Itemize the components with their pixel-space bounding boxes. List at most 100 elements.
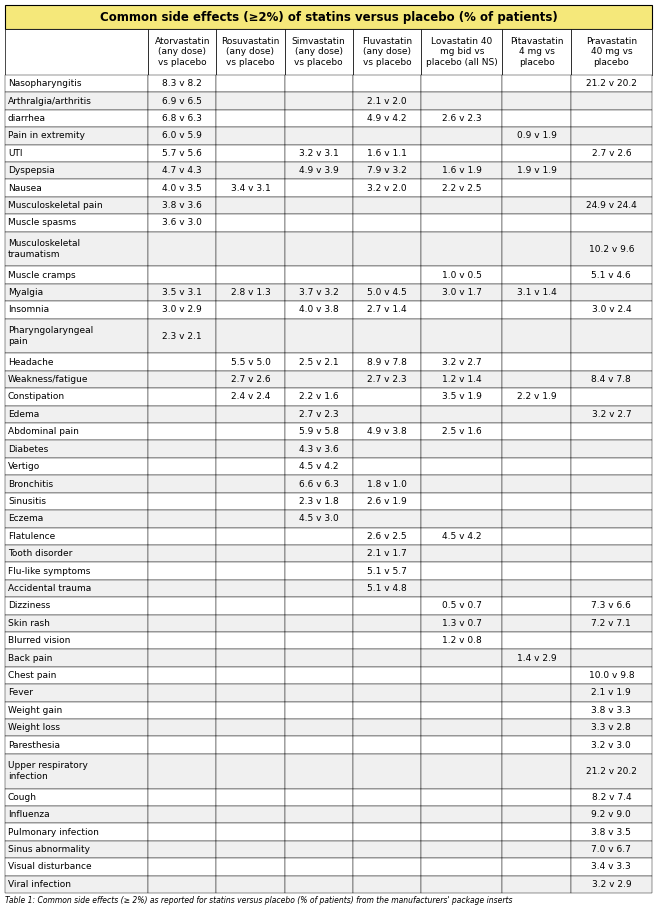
Bar (503, 214, 571, 231)
Bar (421, 824, 503, 841)
Bar (571, 197, 652, 214)
Text: 2.6 v 2.3: 2.6 v 2.3 (442, 114, 482, 123)
Bar (421, 562, 503, 579)
Text: 5.0 v 4.5: 5.0 v 4.5 (367, 288, 407, 297)
Text: 2.6 v 2.5: 2.6 v 2.5 (367, 532, 407, 541)
Bar (5, 632, 148, 649)
Text: Accidental trauma: Accidental trauma (8, 584, 91, 593)
Bar (5, 214, 148, 231)
Bar (571, 876, 652, 893)
Bar (421, 789, 503, 806)
Bar (421, 127, 503, 144)
Bar (148, 510, 216, 527)
Text: 4.9 v 4.2: 4.9 v 4.2 (367, 114, 407, 123)
Bar (284, 354, 353, 371)
Bar (571, 144, 652, 162)
Bar (216, 214, 284, 231)
Bar (503, 685, 571, 702)
Text: 4.9 v 3.9: 4.9 v 3.9 (299, 166, 338, 175)
Bar (5, 231, 148, 267)
Text: 3.2 v 2.7: 3.2 v 2.7 (591, 409, 631, 419)
Text: 6.0 v 5.9: 6.0 v 5.9 (162, 132, 202, 141)
Bar (503, 92, 571, 110)
Bar (503, 876, 571, 893)
Text: 3.3 v 2.8: 3.3 v 2.8 (591, 723, 631, 732)
Text: 2.1 v 1.7: 2.1 v 1.7 (367, 549, 407, 558)
Bar (5, 493, 148, 510)
Text: 10.0 v 9.8: 10.0 v 9.8 (589, 671, 634, 680)
Bar (216, 29, 284, 75)
Bar (353, 371, 421, 388)
Bar (5, 144, 148, 162)
Bar (353, 423, 421, 441)
Bar (503, 231, 571, 267)
Bar (216, 127, 284, 144)
Bar (503, 527, 571, 545)
Bar (284, 824, 353, 841)
Bar (503, 737, 571, 754)
Bar (284, 562, 353, 579)
Bar (148, 179, 216, 197)
Bar (421, 371, 503, 388)
Bar (421, 197, 503, 214)
Bar (421, 719, 503, 737)
Text: 1.6 v 1.9: 1.6 v 1.9 (442, 166, 482, 175)
Text: 2.8 v 1.3: 2.8 v 1.3 (231, 288, 270, 297)
Text: 2.7 v 2.6: 2.7 v 2.6 (231, 375, 270, 384)
Bar (148, 458, 216, 475)
Bar (216, 371, 284, 388)
Bar (148, 214, 216, 231)
Text: Diabetes: Diabetes (8, 445, 48, 453)
Text: 8.4 v 7.8: 8.4 v 7.8 (591, 375, 631, 384)
Text: 4.7 v 4.3: 4.7 v 4.3 (162, 166, 202, 175)
Bar (421, 614, 503, 632)
Text: 3.2 v 3.0: 3.2 v 3.0 (591, 740, 631, 749)
Bar (284, 441, 353, 458)
Bar (571, 179, 652, 197)
Bar (571, 302, 652, 319)
Bar (148, 144, 216, 162)
Bar (353, 267, 421, 284)
Bar (216, 179, 284, 197)
Bar (148, 841, 216, 858)
Bar (216, 632, 284, 649)
Bar (571, 702, 652, 719)
Text: 3.4 v 3.3: 3.4 v 3.3 (591, 863, 631, 871)
Bar (216, 267, 284, 284)
Bar (216, 510, 284, 527)
Text: 2.2 v 1.6: 2.2 v 1.6 (299, 392, 338, 401)
Bar (216, 284, 284, 302)
Bar (216, 162, 284, 179)
Bar (571, 858, 652, 876)
Text: 1.0 v 0.5: 1.0 v 0.5 (442, 271, 482, 280)
Text: Atorvastatin
(any dose)
vs placebo: Atorvastatin (any dose) vs placebo (154, 37, 210, 67)
Bar (148, 562, 216, 579)
Bar (421, 319, 503, 354)
Text: diarrhea: diarrhea (8, 114, 46, 123)
Text: Pitavastatin
4 mg vs
placebo: Pitavastatin 4 mg vs placebo (510, 37, 563, 67)
Bar (353, 284, 421, 302)
Text: 2.7 v 2.6: 2.7 v 2.6 (591, 149, 631, 158)
Text: Pravastatin
40 mg vs
placebo: Pravastatin 40 mg vs placebo (586, 37, 637, 67)
Text: Nausea: Nausea (8, 184, 42, 193)
Bar (148, 545, 216, 562)
Bar (353, 214, 421, 231)
Bar (5, 29, 148, 75)
Text: Pulmonary infection: Pulmonary infection (8, 827, 99, 836)
Bar (216, 737, 284, 754)
Bar (503, 754, 571, 789)
Bar (5, 354, 148, 371)
Bar (5, 5, 652, 29)
Bar (5, 92, 148, 110)
Bar (148, 737, 216, 754)
Bar (421, 302, 503, 319)
Text: Insomnia: Insomnia (8, 305, 49, 314)
Bar (5, 545, 148, 562)
Bar (503, 666, 571, 685)
Bar (421, 110, 503, 127)
Text: 21.2 v 20.2: 21.2 v 20.2 (586, 80, 637, 89)
Bar (5, 441, 148, 458)
Bar (284, 789, 353, 806)
Bar (5, 162, 148, 179)
Bar (148, 441, 216, 458)
